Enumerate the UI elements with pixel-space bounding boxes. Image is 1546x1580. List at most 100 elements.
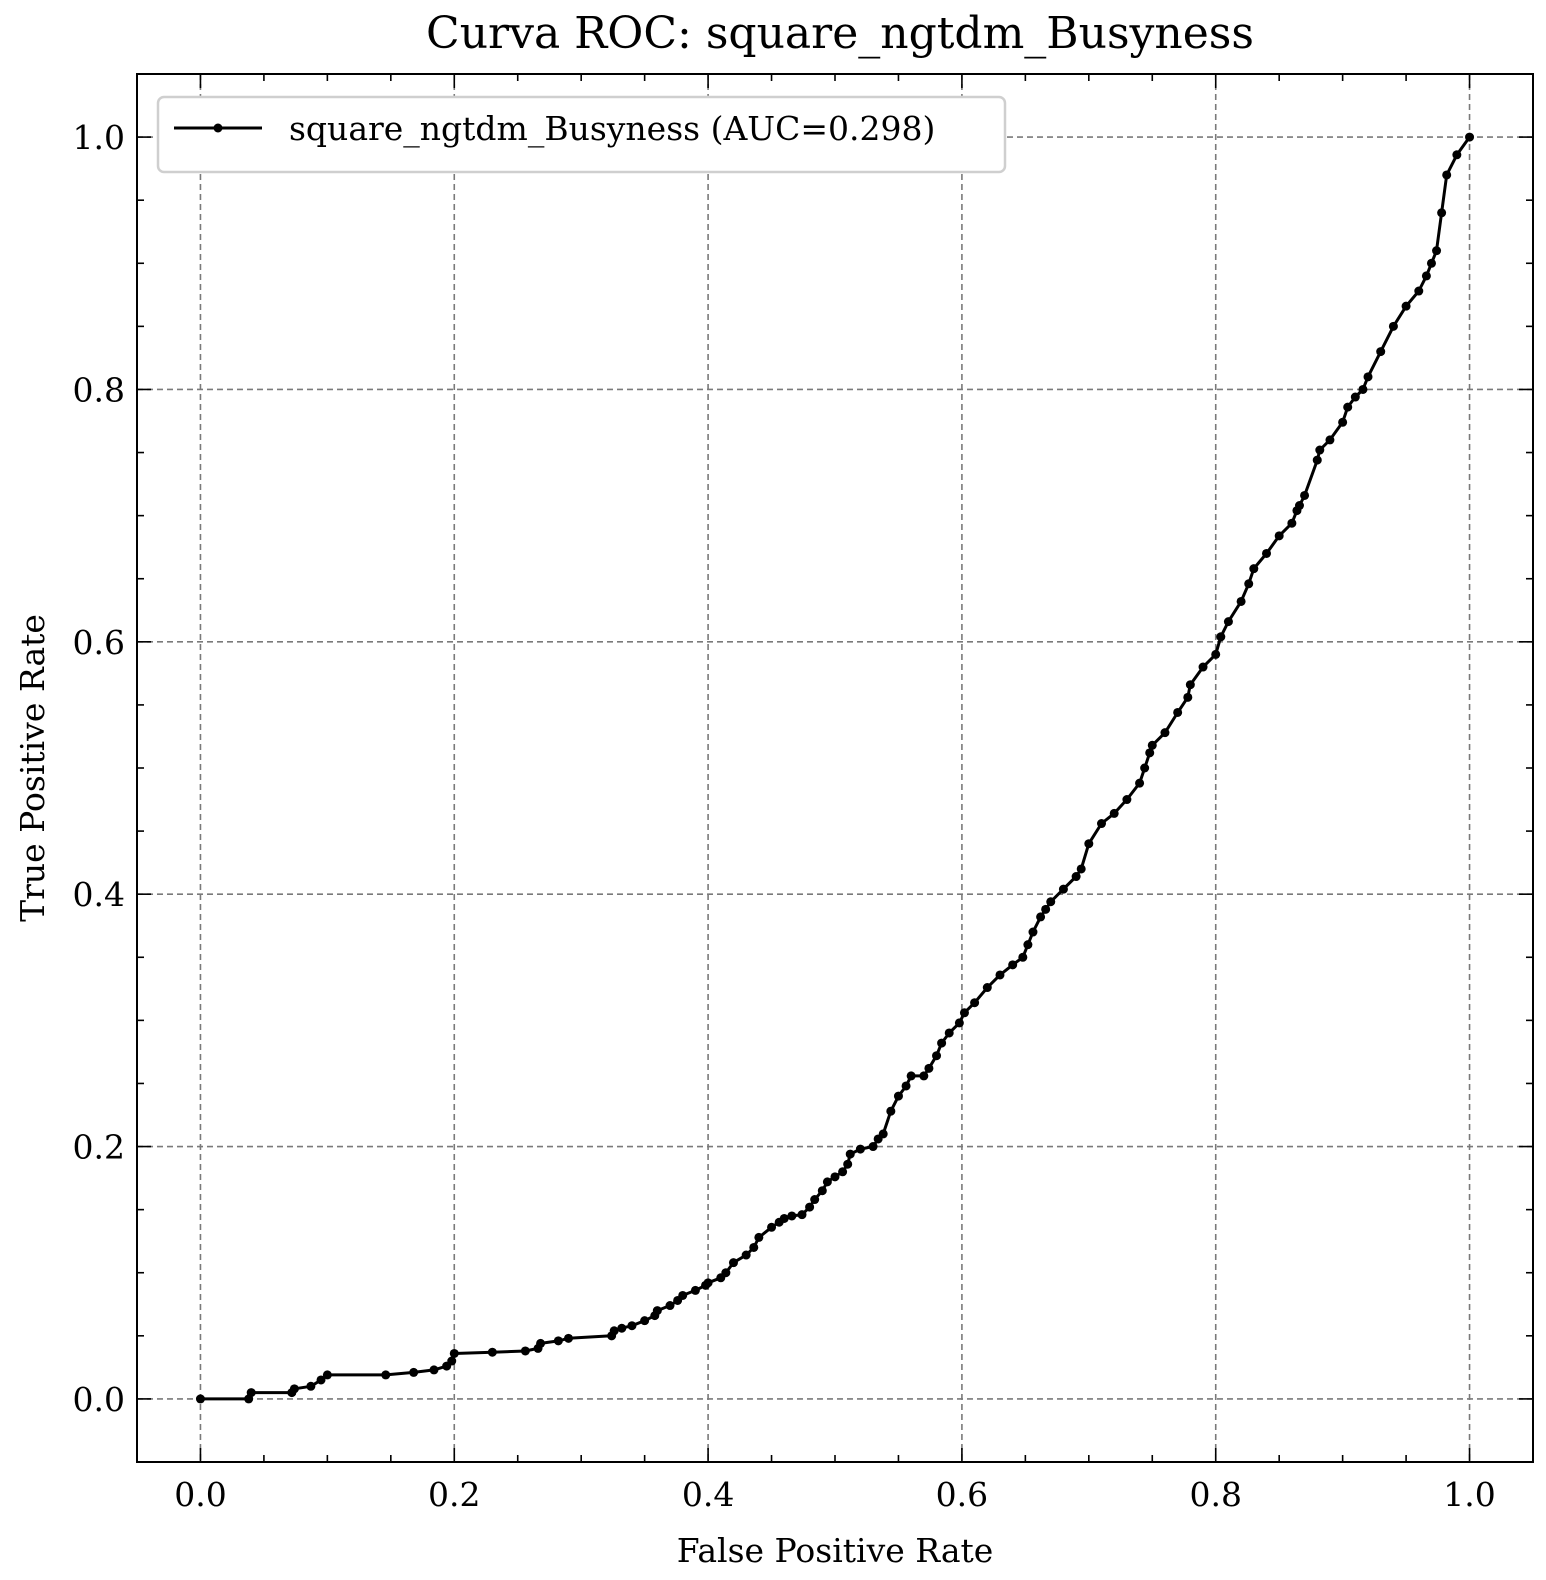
data-point	[1421, 271, 1431, 281]
y-tick-label: 1.0	[73, 118, 125, 157]
data-point	[617, 1323, 627, 1333]
data-point	[1274, 531, 1284, 541]
data-point	[1432, 246, 1442, 256]
x-tick-label: 1.0	[1443, 1475, 1495, 1514]
data-point	[1008, 960, 1018, 970]
data-point	[1300, 490, 1310, 500]
data-point	[289, 1384, 299, 1394]
y-tick-label: 0.4	[73, 875, 125, 914]
data-point	[195, 1394, 205, 1404]
minor-ticks	[137, 74, 1533, 1462]
data-point	[1198, 662, 1208, 672]
data-point	[1135, 778, 1145, 788]
data-point	[536, 1338, 546, 1348]
data-point	[937, 1038, 947, 1048]
data-point	[845, 1149, 855, 1159]
data-point	[678, 1290, 688, 1300]
data-point	[754, 1232, 764, 1242]
data-point	[1414, 286, 1424, 296]
data-point	[487, 1347, 497, 1357]
data-point	[1388, 321, 1398, 331]
data-point	[810, 1195, 820, 1205]
data-point	[924, 1063, 934, 1073]
data-point	[1426, 258, 1436, 268]
data-point	[1023, 940, 1033, 950]
data-point	[1018, 952, 1028, 962]
data-point	[1338, 417, 1348, 427]
data-point	[797, 1210, 807, 1220]
data-point	[665, 1301, 675, 1311]
data-point	[652, 1306, 662, 1316]
data-point	[520, 1346, 530, 1356]
legend-entry-label: square_ngtdm_Busyness (AUC=0.298)	[289, 109, 935, 149]
chart-title: Curva ROC: square_ngtdm_Busyness	[426, 8, 1254, 59]
data-point	[627, 1321, 637, 1331]
data-point	[1401, 301, 1411, 311]
data-point	[1294, 501, 1304, 511]
series-group	[195, 132, 1475, 1404]
data-point	[1109, 808, 1119, 818]
y-tick-label: 0.8	[73, 370, 125, 409]
data-point	[1363, 372, 1373, 382]
data-point	[690, 1285, 700, 1295]
data-point	[1028, 927, 1038, 937]
data-point	[1437, 208, 1447, 218]
data-point	[640, 1316, 650, 1326]
data-point	[830, 1172, 840, 1182]
data-point	[1315, 445, 1325, 455]
data-point	[959, 1008, 969, 1018]
data-point	[817, 1186, 827, 1196]
data-point	[741, 1250, 751, 1260]
grid	[137, 74, 1533, 1462]
y-tick-labels: 0.0 0.2 0.4 0.6 0.8 1.0	[73, 118, 125, 1419]
data-point	[1046, 897, 1056, 907]
x-tick-label: 0.6	[936, 1475, 988, 1514]
data-point	[1185, 680, 1195, 690]
data-point	[855, 1144, 865, 1154]
data-point	[749, 1242, 759, 1252]
data-point	[1058, 884, 1068, 894]
y-tick-label: 0.2	[73, 1128, 125, 1167]
legend-box	[156, 95, 1007, 174]
data-point	[1358, 384, 1368, 394]
x-tick-label: 0.0	[174, 1475, 226, 1514]
data-point	[1325, 435, 1335, 445]
data-point	[728, 1258, 738, 1268]
data-point	[1140, 763, 1150, 773]
data-point	[919, 1071, 929, 1081]
data-point	[322, 1370, 332, 1380]
x-tick-label: 0.2	[428, 1475, 480, 1514]
data-point	[1312, 455, 1322, 465]
data-point	[381, 1370, 391, 1380]
data-point	[944, 1028, 954, 1038]
x-tick-labels: 0.0 0.2 0.4 0.6 0.8 1.0	[174, 1475, 1496, 1514]
data-point	[1122, 795, 1132, 805]
data-point	[954, 1018, 964, 1028]
data-point	[316, 1375, 326, 1385]
y-axis-label: True Positive Rate	[13, 614, 52, 922]
data-point	[779, 1213, 789, 1223]
data-point	[1147, 740, 1157, 750]
y-tick-label: 0.0	[73, 1380, 125, 1419]
data-point	[703, 1278, 713, 1288]
data-point	[609, 1326, 619, 1336]
data-point	[563, 1333, 573, 1343]
major-ticks	[137, 74, 1533, 1462]
data-point	[1173, 707, 1183, 717]
data-point	[906, 1071, 916, 1081]
plot-frame	[136, 73, 1534, 1463]
data-point	[893, 1091, 903, 1101]
data-point	[878, 1129, 888, 1139]
data-point	[1097, 819, 1107, 829]
data-point	[1071, 872, 1081, 882]
series-line	[200, 136, 1471, 1401]
data-point	[901, 1081, 911, 1091]
x-axis-label: False Positive Rate	[677, 1531, 994, 1570]
data-point	[306, 1381, 316, 1391]
data-point	[447, 1356, 457, 1366]
data-point	[787, 1211, 797, 1221]
data-point	[995, 970, 1005, 980]
data-point	[1261, 548, 1271, 558]
data-point	[1452, 150, 1462, 160]
